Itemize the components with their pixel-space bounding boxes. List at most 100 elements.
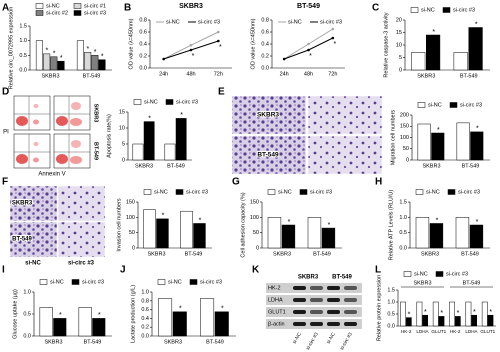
significance: * xyxy=(476,219,479,226)
x-tick-label: LDHA xyxy=(416,329,429,334)
band xyxy=(344,298,357,302)
y-tick-label: 1.0 xyxy=(387,299,395,305)
group-label: BT-549 xyxy=(332,275,352,281)
x-tick-label: SKBR3 xyxy=(164,339,182,345)
y-axis-label: Cell adhesion capacity (%) xyxy=(240,192,246,257)
bar xyxy=(35,40,44,71)
bar xyxy=(465,301,472,327)
y-tick-label: 0.0 xyxy=(19,67,27,73)
legend-label: si-circ #3 xyxy=(84,10,106,16)
significance: * xyxy=(199,217,202,224)
band xyxy=(327,310,340,314)
legend-label: si-circ #3 xyxy=(320,19,342,25)
chart-title: SKBR3 xyxy=(179,3,203,10)
bar xyxy=(432,301,439,327)
legend-label: si-NC xyxy=(144,99,158,105)
bar xyxy=(453,52,468,71)
lane-label: si-NC xyxy=(326,331,337,345)
x-tick-label: HK-2 xyxy=(450,329,461,334)
x-tick-label: SKBR3 xyxy=(41,73,59,79)
bar xyxy=(172,311,187,337)
cell-cluster xyxy=(33,119,39,125)
legend-swatch xyxy=(449,102,458,108)
significance: * xyxy=(59,312,62,319)
bar xyxy=(98,59,106,71)
x-tick-label: GLUT1 xyxy=(431,329,446,334)
x-tick-label: SKBR3 xyxy=(273,251,291,257)
group-label: BT-549 xyxy=(463,280,481,286)
legend-label: si-NC xyxy=(421,7,435,13)
band xyxy=(293,286,306,290)
legend-swatch xyxy=(415,189,424,195)
cell-cluster xyxy=(33,104,39,108)
significance: * xyxy=(333,41,336,48)
panel-label: C xyxy=(372,3,379,14)
x-tick-label: SKBR3 xyxy=(44,339,62,345)
point xyxy=(282,57,286,61)
x-tick-label: SKBR3 xyxy=(135,163,153,169)
significance: * xyxy=(437,127,440,134)
y-tick-label: 50 xyxy=(253,230,259,236)
protein-label: HK-2 xyxy=(268,285,281,291)
legend-label: si-NC xyxy=(46,3,60,9)
y-tick-label: 15 xyxy=(396,30,402,36)
band xyxy=(310,310,323,314)
band xyxy=(344,286,357,290)
legend-swatch xyxy=(143,189,152,195)
significance: * xyxy=(221,306,224,313)
point xyxy=(331,27,335,31)
significance: * xyxy=(436,217,439,224)
significance: * xyxy=(192,53,195,60)
panel-label: E xyxy=(218,87,225,98)
significance: * xyxy=(475,21,478,28)
bar xyxy=(193,223,206,249)
y-axis-label: OD value (λ=450nm) xyxy=(128,18,134,69)
significance: * xyxy=(46,48,49,55)
significance: * xyxy=(473,309,476,316)
y-tick-label: 0.6 xyxy=(141,307,149,313)
x-tick-label: BT-549 xyxy=(461,251,479,257)
legend-label: si-circ #3 xyxy=(453,7,475,13)
x-tick-label: 24h xyxy=(159,71,168,77)
cell-cluster xyxy=(16,116,28,126)
y-tick-label: 150 xyxy=(400,124,409,130)
legend-label: si-NC xyxy=(154,189,168,195)
protein-label: LDHA xyxy=(268,297,283,303)
point xyxy=(331,36,335,40)
y-tick-label: 0.2 xyxy=(261,53,269,59)
band xyxy=(310,322,323,326)
x-tick-label: BT-549 xyxy=(83,73,101,79)
y-tick-label: 20 xyxy=(396,17,402,23)
band xyxy=(293,322,306,326)
y-tick-label: 1.5 xyxy=(19,23,27,29)
y-tick-label: 100 xyxy=(400,135,409,141)
invasion-image xyxy=(9,221,58,258)
significance: * xyxy=(98,312,101,319)
y-tick-label: 0.0 xyxy=(387,323,395,329)
bar xyxy=(281,224,296,249)
bar xyxy=(415,217,430,249)
legend-swatch xyxy=(35,3,44,9)
legend-label: si-circ #3 xyxy=(200,279,222,285)
bar xyxy=(53,318,67,337)
panel-label: K xyxy=(252,265,260,276)
legend-label: si-circ #1 xyxy=(84,3,106,9)
panel-label: F xyxy=(2,177,8,188)
invasion-image xyxy=(57,185,106,222)
point xyxy=(189,48,193,52)
y-axis-label: Glucose uptake (µg) xyxy=(12,289,18,339)
legend-swatch xyxy=(73,10,82,16)
x-tick-label: BT-549 xyxy=(167,163,185,169)
x-tick-label: 72h xyxy=(214,71,223,77)
legend-swatch xyxy=(299,189,308,195)
y-tick-label: 5 xyxy=(122,141,125,147)
y-tick-label: 0.8 xyxy=(261,17,269,23)
bar xyxy=(405,317,412,327)
bar xyxy=(50,56,58,71)
bar xyxy=(456,122,470,161)
y-tick-label: 10 xyxy=(119,125,125,131)
legend-label: si-NC xyxy=(288,19,302,25)
significance: * xyxy=(87,46,90,53)
y-tick-label: 0.2 xyxy=(141,325,149,331)
x-tick-label: 24h xyxy=(280,71,289,77)
